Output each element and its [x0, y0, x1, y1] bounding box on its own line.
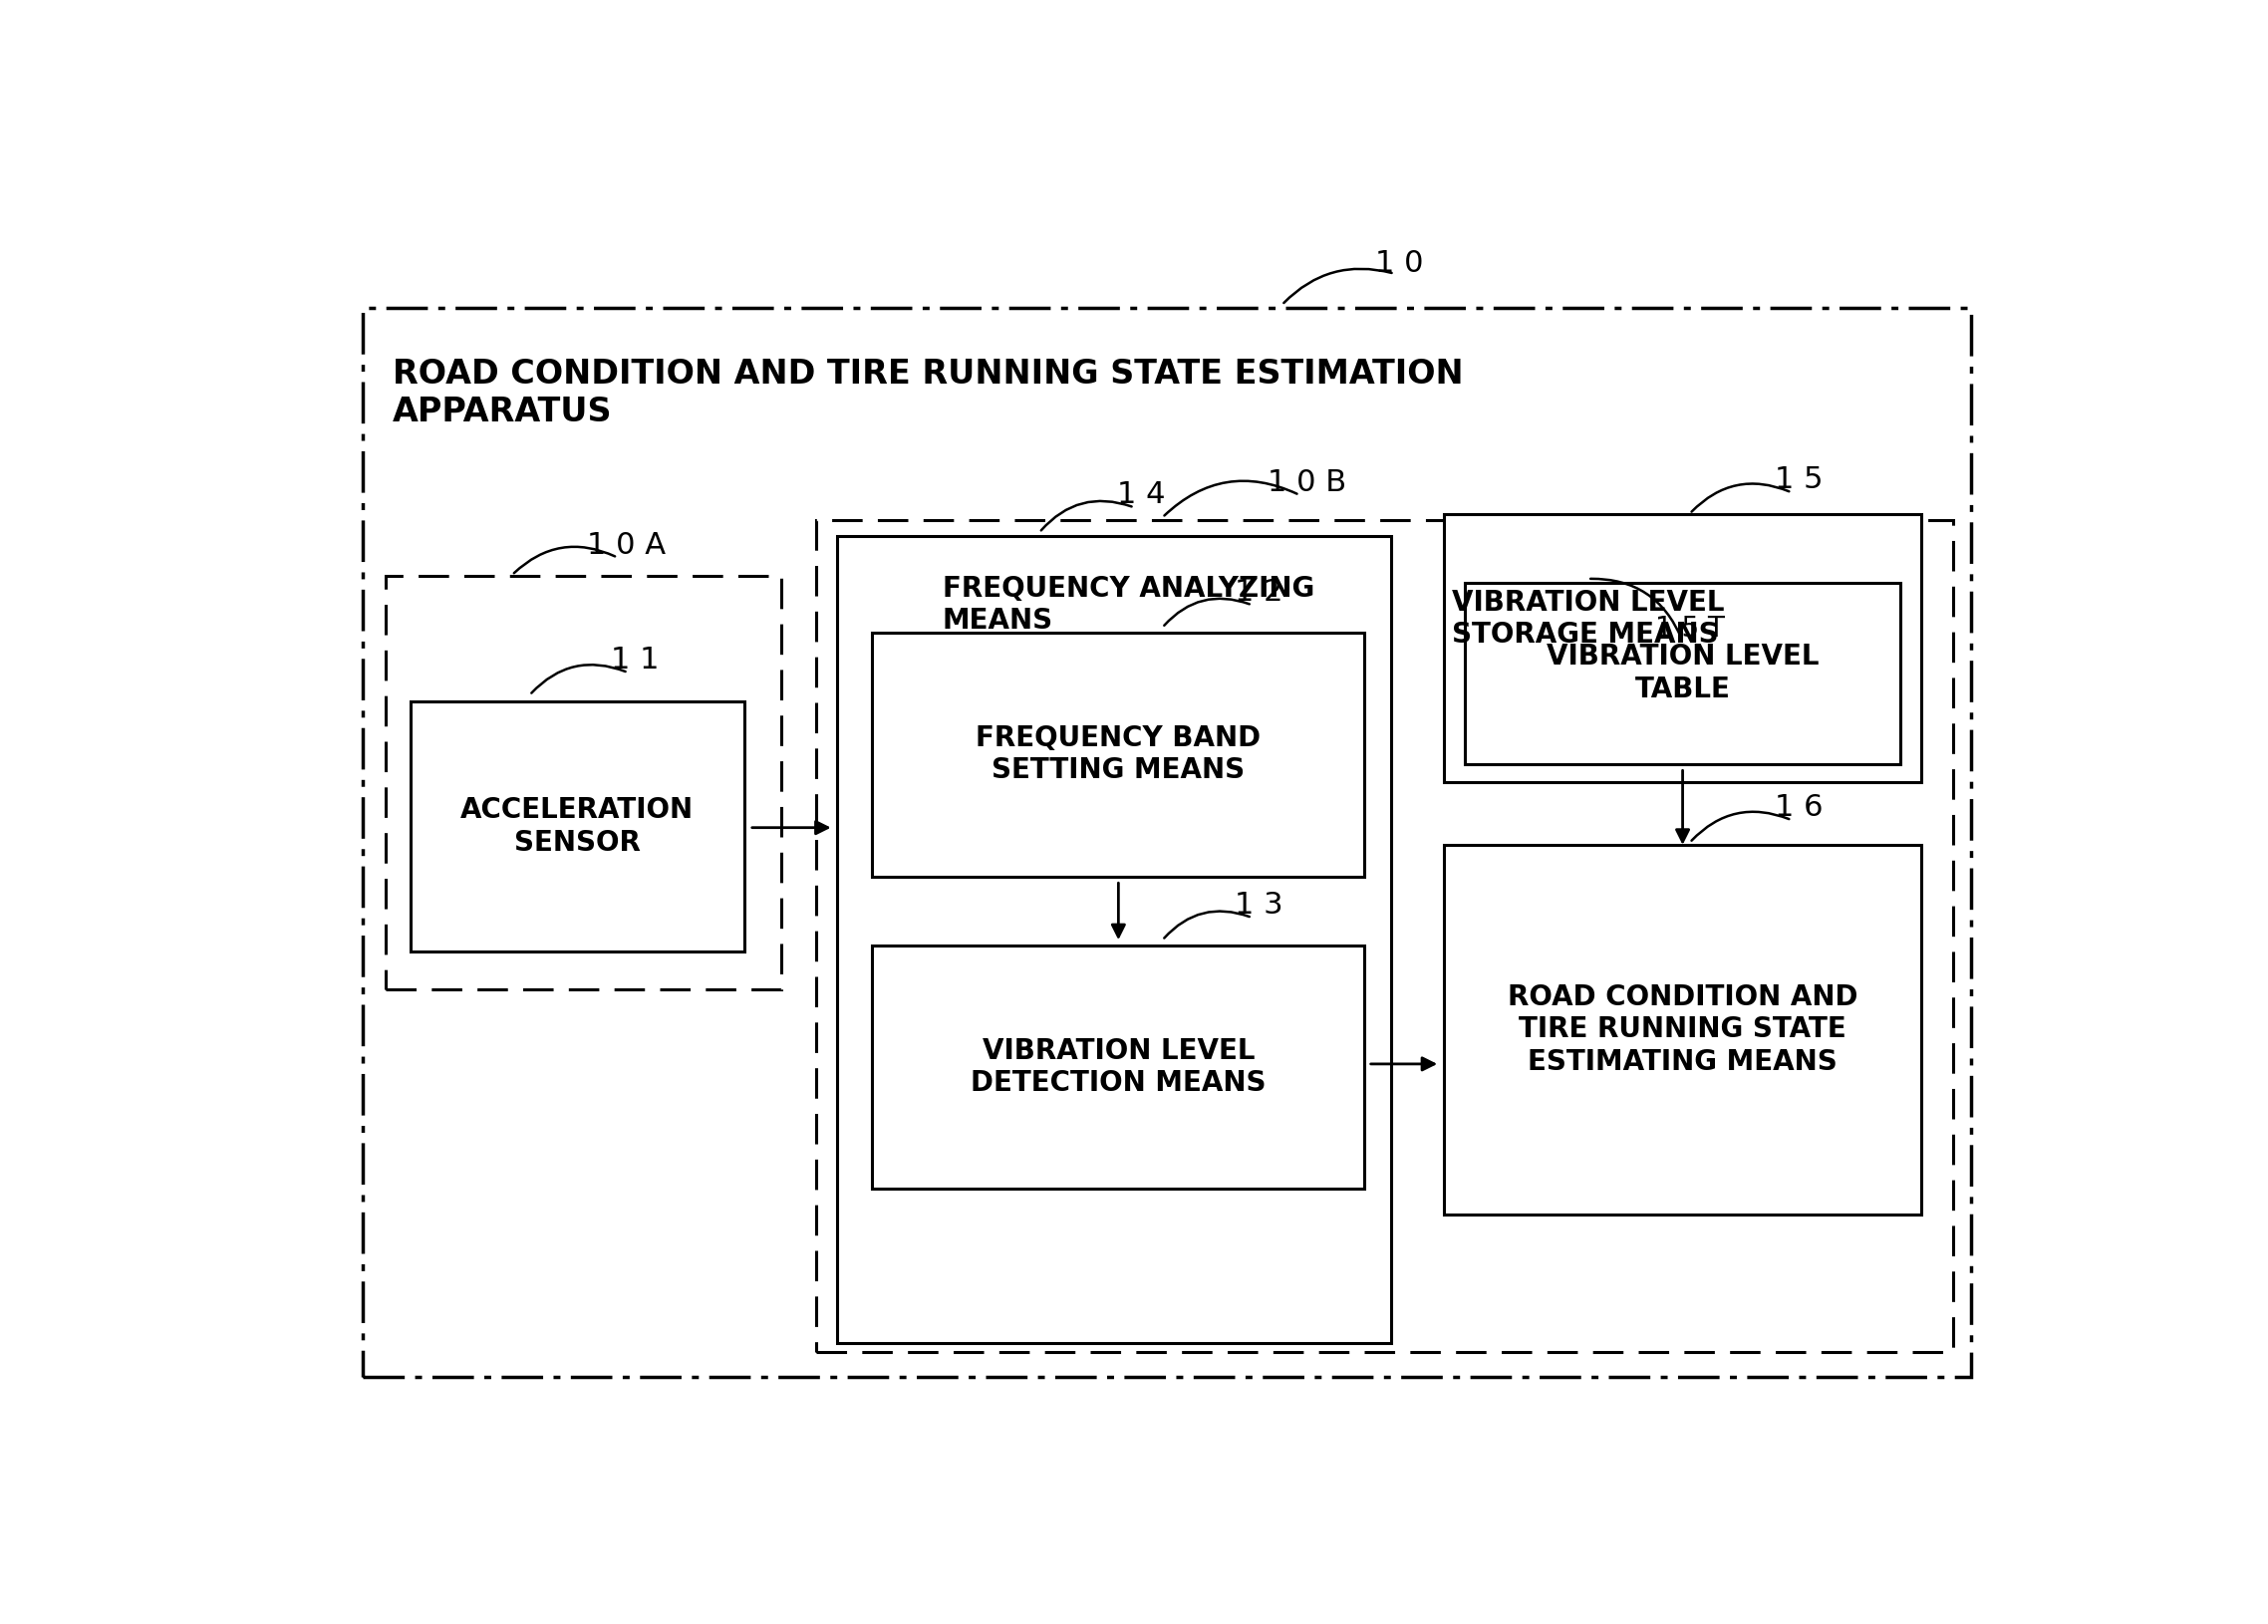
Text: 1 5 T: 1 5 T: [1656, 615, 1724, 643]
Text: 1 2: 1 2: [1234, 578, 1284, 607]
Text: VIBRATION LEVEL
DETECTION MEANS: VIBRATION LEVEL DETECTION MEANS: [971, 1038, 1266, 1098]
Text: FREQUENCY ANALYZING
MEANS: FREQUENCY ANALYZING MEANS: [943, 575, 1315, 635]
Text: ROAD CONDITION AND
TIRE RUNNING STATE
ESTIMATING MEANS: ROAD CONDITION AND TIRE RUNNING STATE ES…: [1508, 984, 1857, 1075]
Bar: [386, 577, 780, 989]
Text: VIBRATION LEVEL
STORAGE MEANS: VIBRATION LEVEL STORAGE MEANS: [1452, 590, 1726, 650]
Bar: [1465, 583, 1901, 763]
Text: ROAD CONDITION AND TIRE RUNNING STATE ESTIMATION
APPARATUS: ROAD CONDITION AND TIRE RUNNING STATE ES…: [392, 357, 1463, 429]
Text: ACCELERATION
SENSOR: ACCELERATION SENSOR: [460, 796, 694, 856]
Text: 1 4: 1 4: [1118, 481, 1166, 510]
Text: 1 1: 1 1: [610, 646, 660, 674]
Text: 1 5: 1 5: [1774, 466, 1823, 494]
Bar: [837, 536, 1390, 1343]
Text: 1 0 B: 1 0 B: [1268, 468, 1345, 497]
Bar: [816, 520, 1953, 1351]
Text: 1 6: 1 6: [1774, 793, 1823, 822]
Text: 1 0 A: 1 0 A: [587, 531, 667, 559]
Bar: [873, 632, 1365, 877]
Bar: [363, 307, 1971, 1377]
Bar: [873, 945, 1365, 1189]
Text: VIBRATION LEVEL
TABLE: VIBRATION LEVEL TABLE: [1547, 643, 1819, 703]
Text: FREQUENCY BAND
SETTING MEANS: FREQUENCY BAND SETTING MEANS: [975, 724, 1261, 784]
Bar: [411, 702, 744, 952]
Bar: [1445, 844, 1921, 1215]
Text: 1 3: 1 3: [1234, 890, 1284, 919]
Text: 1 0: 1 0: [1374, 248, 1424, 278]
Bar: [1445, 513, 1921, 783]
